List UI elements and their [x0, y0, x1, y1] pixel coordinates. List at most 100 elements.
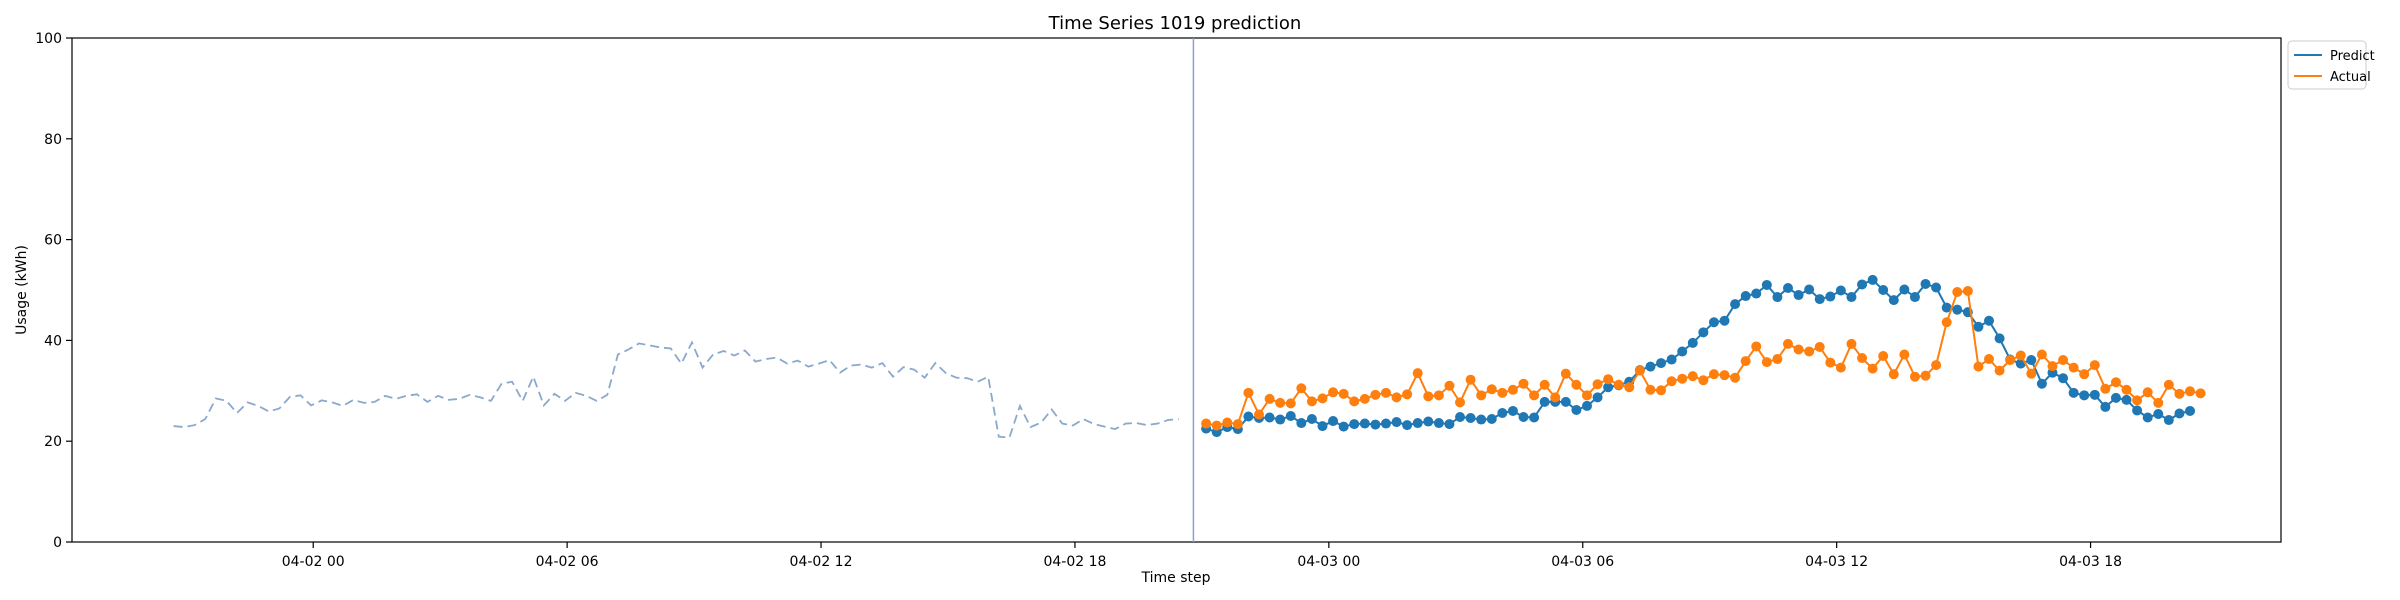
predict-point [1751, 288, 1762, 299]
actual-point [1687, 371, 1698, 382]
actual-point [1719, 370, 1730, 381]
predict-point [1782, 282, 1793, 293]
x-axis-label: Time step [1141, 570, 1211, 586]
actual-point [2153, 397, 2164, 408]
actual-point [1857, 353, 1868, 364]
predict-point [1402, 420, 1413, 431]
plot-area [71, 37, 2282, 543]
predict-point [1730, 299, 1741, 310]
y-axis-label: Usage (kWh) [14, 245, 30, 335]
predict-point [1666, 354, 1677, 365]
predict-point [1656, 358, 1667, 369]
actual-point [1740, 356, 1751, 367]
predict-point [1920, 278, 1931, 289]
predict-point [1804, 284, 1815, 295]
actual-point [1761, 357, 1772, 368]
predict-point [1909, 292, 1920, 303]
actual-point [1317, 393, 1328, 404]
predict-point [2132, 405, 2143, 416]
actual-point [1846, 338, 1857, 349]
actual-point [1349, 396, 1360, 407]
predict-point [1878, 285, 1889, 295]
actual-point [1518, 378, 1529, 389]
predict-point [1994, 333, 2005, 344]
predict-point [1603, 382, 1614, 393]
y-tick-label: 40 [44, 333, 62, 349]
actual-point [1550, 392, 1561, 403]
actual-point [1730, 372, 1741, 383]
predict-point [1740, 291, 1751, 302]
x-tick-label: 04-02 00 [282, 554, 345, 570]
actual-point [2174, 388, 2185, 399]
predict-point [2036, 378, 2047, 389]
actual-point [1825, 357, 1836, 368]
predict-point [2100, 401, 2111, 412]
actual-point [1455, 397, 1466, 408]
actual-point [1211, 420, 1222, 431]
predict-point [1888, 295, 1899, 306]
predict-point [2163, 415, 2174, 426]
predict-point [1772, 292, 1783, 303]
predict-point [1275, 414, 1286, 425]
actual-point [1592, 379, 1603, 390]
actual-point [1338, 388, 1349, 399]
legend-predict-label: Predict [2330, 49, 2375, 64]
actual-point [1793, 344, 1804, 355]
predict-point [1814, 294, 1825, 305]
actual-point [2132, 395, 2143, 406]
y-tick-label: 100 [35, 31, 62, 47]
predict-point [1592, 392, 1603, 403]
predict-point [1560, 396, 1571, 407]
predict-point [2121, 394, 2132, 405]
actual-point [1867, 363, 1878, 374]
predict-point [1328, 416, 1339, 427]
predict-point [1423, 416, 1434, 427]
actual-point [1613, 379, 1624, 390]
y-tick-label: 60 [44, 233, 62, 249]
x-axis: 04-02 00 04-02 06 04-02 12 04-02 18 04-03 00… [282, 542, 2122, 570]
actual-point [2089, 360, 2100, 371]
actual-point [1634, 365, 1645, 376]
predict-point [1687, 337, 1698, 348]
y-tick-label: 0 [53, 535, 62, 551]
predict-point [1497, 407, 1508, 418]
predict-point [1761, 279, 1772, 290]
predict-point [1391, 417, 1402, 428]
predict-point [1444, 419, 1455, 430]
actual-point [1571, 379, 1582, 390]
actual-point [2005, 355, 2016, 366]
actual-point [1444, 380, 1455, 391]
x-tick-label: 04-02 18 [1043, 554, 1106, 570]
actual-point [1645, 384, 1656, 395]
predict-point [1465, 413, 1476, 424]
actual-point [1507, 384, 1518, 395]
predict-point [1867, 274, 1878, 285]
predict-point [2026, 355, 2037, 366]
actual-point [1952, 287, 1963, 298]
predict-point [1338, 421, 1349, 432]
actual-point [1782, 338, 1793, 349]
actual-point [2100, 383, 2111, 394]
y-tick-label: 20 [44, 434, 62, 450]
actual-point [1529, 390, 1540, 401]
actual-point [2047, 361, 2058, 372]
x-tick-label: 04-03 00 [1297, 554, 1360, 570]
actual-point [2015, 350, 2026, 361]
actual-point [1994, 365, 2005, 376]
x-tick-label: 04-03 18 [2059, 554, 2122, 570]
actual-point [2026, 368, 2037, 379]
actual-point [2142, 387, 2153, 398]
actual-point [1412, 368, 1423, 379]
predict-line [1205, 278, 2191, 434]
actual-point [1539, 379, 1550, 390]
actual-point [1306, 396, 1317, 407]
actual-point [1878, 351, 1889, 362]
predict-point [2068, 387, 2079, 398]
actual-point [2068, 362, 2079, 373]
actual-point [1254, 409, 1265, 420]
predict-point [1243, 411, 1254, 422]
actual-point [1962, 286, 1973, 297]
actual-point [1677, 373, 1688, 384]
actual-point [2079, 369, 2090, 380]
actual-point [2185, 386, 2196, 397]
